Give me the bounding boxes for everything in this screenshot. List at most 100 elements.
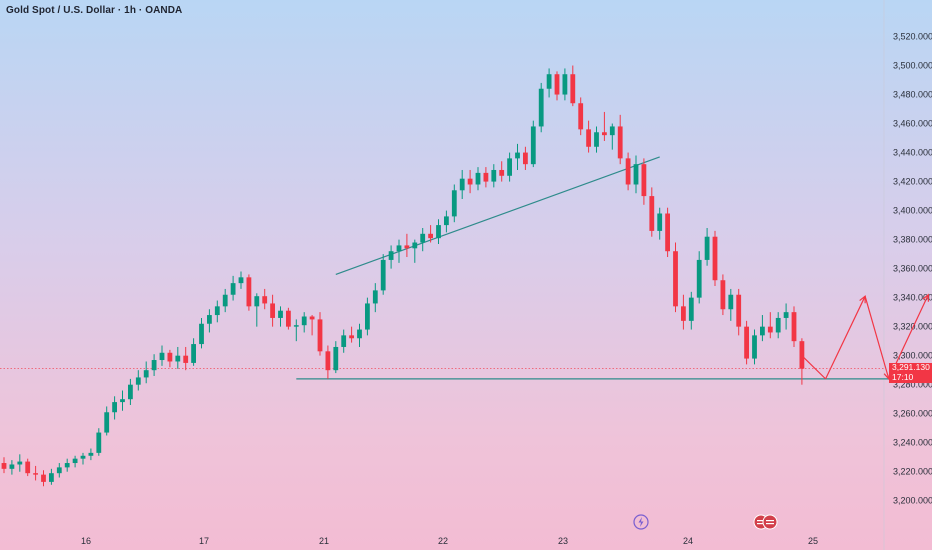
x-tick-label: 24 [683, 536, 693, 546]
candle-down [554, 74, 560, 95]
candle-up [293, 325, 299, 327]
candle-up [88, 452, 94, 456]
candle-up [657, 213, 663, 231]
candle-down [712, 236, 718, 281]
candle-up [444, 216, 449, 226]
candle-down [799, 341, 805, 369]
y-tick-label: 3,420.000 [893, 177, 932, 187]
y-tick-label: 3,460.000 [893, 119, 932, 129]
candle-up [49, 473, 54, 482]
candle-up [104, 412, 110, 433]
candle-up [120, 399, 125, 403]
candle-up [372, 290, 378, 304]
candle-down [325, 351, 331, 371]
y-tick-label: 3,340.000 [893, 293, 932, 303]
candle-down [570, 74, 576, 104]
y-tick-label: 3,400.000 [893, 206, 932, 216]
candle-up [80, 455, 86, 459]
candle-down [286, 310, 291, 327]
candle-down [665, 213, 670, 252]
candle-down [25, 461, 31, 474]
candle-down [183, 355, 189, 363]
candle-up [530, 126, 536, 165]
candle-up [159, 352, 165, 361]
candle-up [412, 242, 418, 249]
candle-down [317, 319, 323, 352]
candle-up [475, 172, 481, 185]
candle-up [230, 283, 236, 295]
candle-up [704, 236, 710, 260]
candle-up [357, 329, 362, 339]
x-tick-label: 21 [319, 536, 329, 546]
y-tick-label: 3,500.000 [893, 61, 932, 71]
candle-down [791, 312, 797, 342]
candle-down [736, 294, 742, 327]
candle-down [602, 132, 607, 136]
candle-up [17, 461, 23, 465]
candle-up [538, 88, 544, 127]
y-tick-label: 3,380.000 [893, 235, 932, 245]
candle-up [175, 355, 181, 362]
candle-up [459, 178, 465, 191]
candle-down [467, 178, 473, 185]
candle-up [112, 402, 117, 413]
candle-up [451, 190, 457, 217]
lightning-event-icon[interactable] [633, 514, 649, 530]
candle-down [483, 172, 489, 182]
candle-up [609, 126, 615, 136]
y-tick-label: 3,300.000 [893, 351, 932, 361]
candle-down [625, 158, 631, 185]
candle-up [365, 303, 370, 330]
candle-up [254, 296, 260, 307]
candle-up [491, 169, 497, 182]
candle-down [641, 164, 647, 197]
candle-down [586, 129, 591, 147]
candle-up [380, 259, 386, 291]
candle-up [633, 164, 639, 185]
candle-up [696, 259, 702, 298]
current-price-badge: 3,291.130 17:10 [889, 362, 932, 383]
candle-up [688, 297, 694, 321]
candle-up [199, 323, 204, 345]
candle-up [562, 74, 568, 95]
rising-trendline [335, 156, 660, 275]
candle-up [507, 158, 512, 176]
x-tick-label: 17 [199, 536, 209, 546]
candle-up [301, 316, 307, 326]
candle-down [617, 126, 623, 159]
candle-up [760, 326, 765, 336]
candle-up [96, 432, 102, 453]
candle-down [578, 103, 584, 130]
projection-segment [825, 295, 866, 380]
candle-up [436, 225, 441, 239]
candle-up [191, 344, 196, 363]
us-flag-event-icon[interactable] [753, 514, 779, 530]
current-price-label: 3,291.130 [892, 362, 930, 372]
candle-up [135, 377, 141, 385]
candle-down [41, 474, 46, 482]
y-tick-label: 3,440.000 [893, 148, 932, 158]
candle-down [270, 303, 275, 318]
candle-down [681, 306, 686, 321]
x-tick-label: 23 [558, 536, 568, 546]
projection-segment [801, 355, 827, 380]
candle-up [9, 464, 15, 469]
candle-down [428, 233, 433, 239]
projection-arrowhead [922, 293, 929, 302]
candle-up [388, 251, 394, 260]
y-tick-label: 3,220.000 [893, 467, 932, 477]
candle-up [752, 335, 757, 359]
candle-up [515, 152, 520, 159]
bar-countdown-label: 17:10 [892, 371, 914, 382]
x-tick-label: 22 [438, 536, 448, 546]
candle-up [396, 245, 402, 252]
y-tick-label: 3,240.000 [893, 438, 932, 448]
candle-down [167, 352, 173, 362]
candle-down [349, 335, 354, 339]
candle-down [499, 169, 505, 176]
candle-down [1, 463, 7, 469]
candle-up [214, 306, 220, 316]
x-tick-label: 16 [81, 536, 91, 546]
